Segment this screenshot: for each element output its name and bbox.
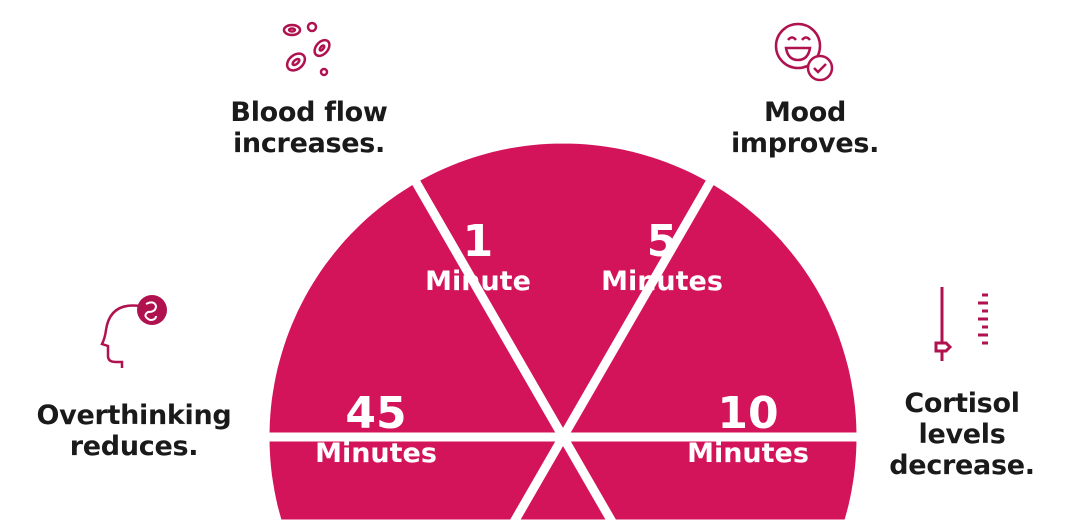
segment-unit: Minutes (601, 266, 723, 297)
slice-1-minute (409, 134, 717, 442)
caption-overthinking: Overthinking reduces. (20, 400, 248, 462)
caption-line: increases. (232, 128, 386, 159)
segment-5-minutes: 5 Minutes (601, 218, 723, 298)
caption-line: improves. (730, 128, 880, 159)
caption-line: Overthinking (36, 400, 232, 431)
caption-line: levels (918, 419, 1006, 450)
caption-line: decrease. (889, 450, 1035, 481)
segment-value: 45 (345, 388, 407, 439)
blood-cells-icon (282, 21, 331, 77)
caption-line: reduces. (69, 431, 199, 462)
caption-mood: Mood improves. (700, 97, 910, 159)
caption-line: Cortisol (904, 388, 1020, 419)
slice-5-minutes (558, 174, 866, 442)
segment-10-minutes: 10 Minutes (687, 390, 809, 470)
segment-1-minute: 1 Minute (425, 218, 531, 298)
segment-value: 1 (462, 216, 494, 267)
slice-bottom-left (260, 432, 568, 529)
caption-line: Blood flow (230, 97, 388, 128)
slice-45-minutes (260, 174, 568, 442)
segment-45-minutes: 45 Minutes (315, 390, 437, 470)
head-tangle-icon (100, 295, 167, 368)
smiley-check-icon (774, 22, 834, 82)
segment-value: 5 (646, 216, 678, 267)
level-slider-icon (934, 287, 988, 361)
segment-unit: Minutes (687, 438, 809, 469)
segment-unit: Minute (425, 266, 531, 297)
segment-value: 10 (717, 388, 779, 439)
slice-10-minutes (558, 432, 866, 529)
segment-unit: Minutes (315, 438, 437, 469)
caption-line: Mood (763, 97, 847, 128)
caption-blood-flow: Blood flow increases. (200, 97, 418, 159)
caption-cortisol: Cortisol levels decrease. (870, 388, 1054, 481)
